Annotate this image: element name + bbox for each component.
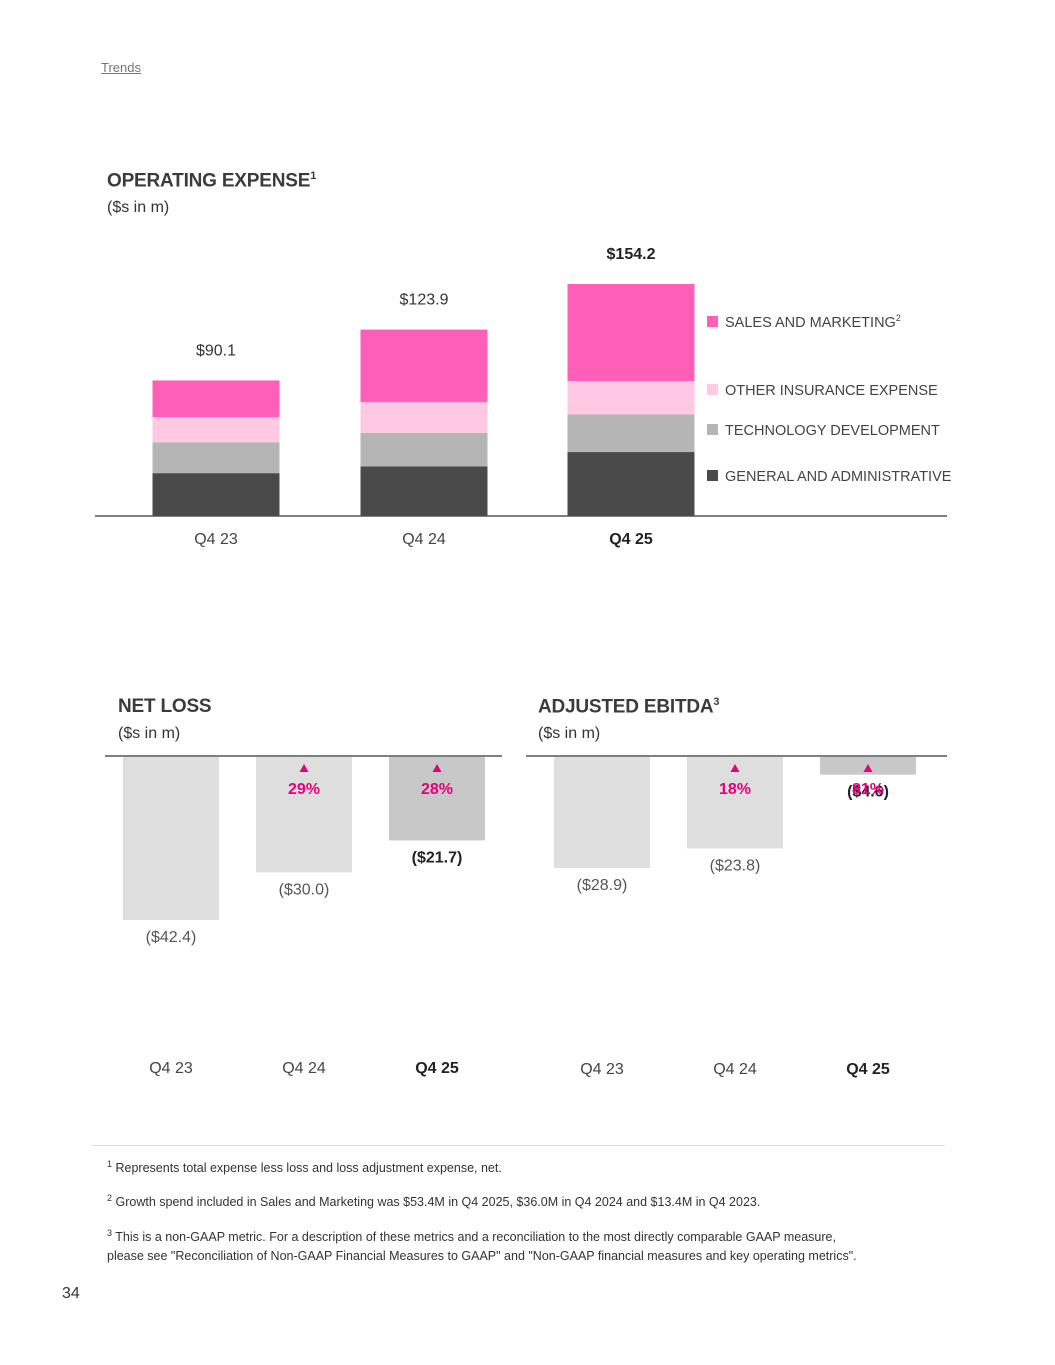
netloss-tick-label-2: Q4 25 xyxy=(415,1060,459,1077)
netloss-title: NET LOSS xyxy=(118,696,212,717)
netloss-value-label-0: ($42.4) xyxy=(146,929,197,946)
ebitda-title: ADJUSTED EBITDA3 xyxy=(538,696,720,718)
netloss-bar-1 xyxy=(256,757,352,873)
ebitda-bar-0 xyxy=(554,757,650,868)
opex-bar-1-segment-3 xyxy=(360,329,488,403)
ebitda-change-label-2: 81% xyxy=(852,781,884,798)
netloss-up-arrow-icon-2 xyxy=(432,764,442,772)
ebitda-change-label-1: 18% xyxy=(719,781,751,798)
opex-legend-swatch-1 xyxy=(707,384,718,395)
opex-bar-1-segment-0 xyxy=(360,466,488,516)
opex-bar-1-segment-1 xyxy=(360,432,488,467)
opex-bar-0-segment-3 xyxy=(152,380,280,418)
netloss-bar-0 xyxy=(123,757,219,920)
ebitda-value-label-1: ($23.8) xyxy=(710,857,761,874)
opex-bar-2-segment-3 xyxy=(567,284,695,382)
netloss-ebitda-charts: ($42.4) Q4 23 ($30.0) 29% Q4 24 ($21.7) 28% Q4 … xyxy=(105,755,947,1078)
opex-legend-label-1: OTHER INSURANCE EXPENSE xyxy=(725,383,938,399)
opex-legend-label-0: SALES AND MARKETING2 xyxy=(725,313,901,331)
netloss-subtitle: ($s in m) xyxy=(118,725,181,742)
netloss-value-label-1: ($30.0) xyxy=(279,881,330,898)
opex-tick-label-2: Q4 25 xyxy=(609,531,653,548)
opex-bar-1-segment-2 xyxy=(360,402,488,433)
netloss-value-label-2: ($21.7) xyxy=(412,849,463,866)
opex-legend-swatch-0 xyxy=(707,316,718,327)
opex-legend-label-3: GENERAL AND ADMINISTRATIVE xyxy=(725,469,952,485)
ebitda-tick-label-0: Q4 23 xyxy=(580,1061,624,1078)
netloss-tick-label-0: Q4 23 xyxy=(149,1060,193,1077)
ebitda-bar-1 xyxy=(687,757,783,849)
opex-legend-swatch-2 xyxy=(707,424,718,435)
opex-total-label-2: $154.2 xyxy=(607,246,656,263)
netloss-up-arrow-icon-1 xyxy=(299,764,309,772)
opex-legend-label-2: TECHNOLOGY DEVELOPMENT xyxy=(725,423,940,439)
breadcrumb-trends[interactable]: Trends xyxy=(101,60,141,75)
ebitda-value-label-0: ($28.9) xyxy=(577,877,628,894)
opex-tick-label-0: Q4 23 xyxy=(194,531,238,548)
opex-chart: $90.1 Q4 23 $123.9 Q4 24 $154.2 Q4 25 SALES AN… xyxy=(95,246,952,548)
ebitda-value-label-2: ($4.6) xyxy=(847,784,889,801)
opex-subtitle: ($s in m) xyxy=(107,199,170,216)
page-number: 34 xyxy=(62,1285,80,1302)
opex-bar-0-segment-2 xyxy=(152,417,280,443)
footnote-2: 2 Growth spend included in Sales and Mar… xyxy=(107,1193,761,1210)
opex-total-label-0: $90.1 xyxy=(196,342,236,359)
opex-title: OPERATING EXPENSE1 xyxy=(107,170,317,192)
ebitda-up-arrow-icon-1 xyxy=(730,764,740,772)
netloss-change-label-2: 28% xyxy=(421,781,453,798)
footnote-1: 1 Represents total expense less loss and… xyxy=(107,1159,502,1176)
netloss-tick-label-1: Q4 24 xyxy=(282,1060,326,1077)
opex-bar-2-segment-1 xyxy=(567,414,695,453)
ebitda-up-arrow-icon-2 xyxy=(863,764,873,772)
opex-bar-0-segment-0 xyxy=(152,473,280,516)
opex-bar-2-segment-2 xyxy=(567,381,695,415)
netloss-change-label-1: 29% xyxy=(288,781,320,798)
ebitda-subtitle: ($s in m) xyxy=(538,725,601,742)
opex-bar-2-segment-0 xyxy=(567,452,695,516)
opex-total-label-1: $123.9 xyxy=(400,292,449,309)
ebitda-tick-label-1: Q4 24 xyxy=(713,1061,757,1078)
footnote-3: 3 This is a non-GAAP metric. For a descr… xyxy=(107,1228,857,1264)
ebitda-tick-label-2: Q4 25 xyxy=(846,1061,890,1078)
opex-bar-0-segment-1 xyxy=(152,442,280,474)
opex-legend-swatch-3 xyxy=(707,470,718,481)
footnote-divider xyxy=(92,1145,945,1146)
opex-tick-label-1: Q4 24 xyxy=(402,531,446,548)
